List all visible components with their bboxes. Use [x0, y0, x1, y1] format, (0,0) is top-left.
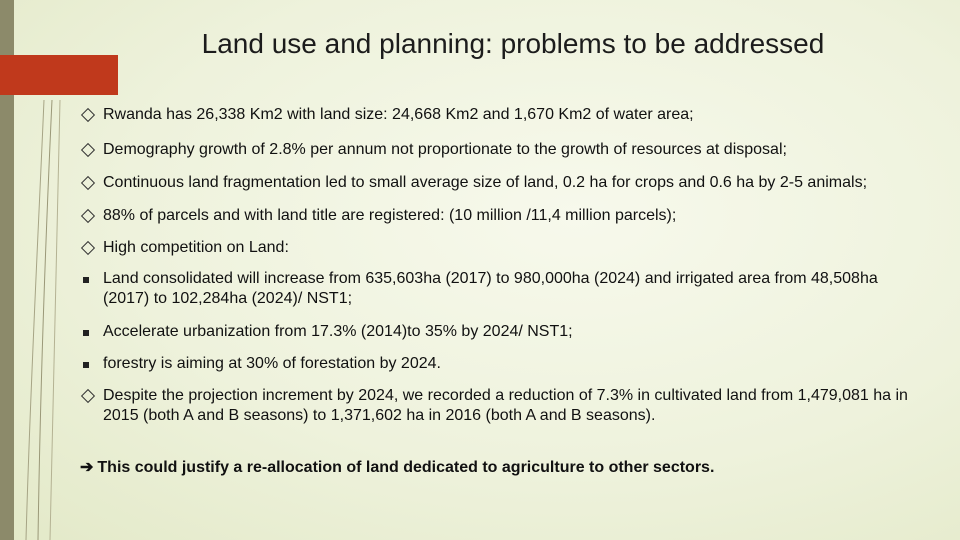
bullet-item: Demography growth of 2.8% per annum not … [80, 140, 910, 160]
bullet-list: Rwanda has 26,338 Km2 with land size: 24… [80, 105, 910, 426]
bullet-text: forestry is aiming at 30% of forestation… [103, 355, 441, 372]
bullet-item: Accelerate urbanization from 17.3% (2014… [80, 322, 910, 342]
arrow-right-icon: ➔ [80, 459, 94, 476]
conclusion-text: This could justify a re-allocation of la… [97, 459, 715, 476]
bullet-item: Land consolidated will increase from 635… [80, 269, 910, 309]
square-icon [80, 269, 98, 289]
diamond-icon [80, 140, 98, 161]
bullet-item: forestry is aiming at 30% of forestation… [80, 354, 910, 374]
slide-title: Land use and planning: problems to be ad… [201, 28, 825, 59]
bullet-text: Accelerate urbanization from 17.3% (2014… [103, 323, 573, 340]
square-icon [80, 354, 98, 374]
bullet-text: Continuous land fragmentation led to sma… [103, 174, 868, 191]
bullet-text: Demography growth of 2.8% per annum not … [103, 141, 787, 158]
conclusion-line: ➔ This could justify a re-allocation of l… [80, 458, 920, 478]
diamond-icon [80, 386, 98, 407]
diamond-icon [80, 105, 98, 126]
diamond-icon [80, 206, 98, 227]
bullet-text: 88% of parcels and with land title are r… [103, 207, 677, 224]
bullet-item: 88% of parcels and with land title are r… [80, 206, 910, 226]
square-icon [80, 322, 98, 342]
diamond-icon [80, 238, 98, 259]
diamond-icon [80, 173, 98, 194]
bullet-item: Rwanda has 26,338 Km2 with land size: 24… [80, 105, 910, 125]
left-decorative-band [0, 0, 14, 540]
bullet-text: Rwanda has 26,338 Km2 with land size: 24… [103, 106, 694, 123]
bullet-text: High competition on Land: [103, 239, 289, 256]
accent-bar [0, 55, 118, 95]
bullet-text: Despite the projection increment by 2024… [103, 387, 908, 424]
bullet-item: Continuous land fragmentation led to sma… [80, 173, 910, 193]
bullet-item: Despite the projection increment by 2024… [80, 386, 910, 426]
decorative-lines [25, 99, 61, 540]
bullet-item: High competition on Land: [80, 238, 910, 258]
bullet-text: Land consolidated will increase from 635… [103, 270, 878, 307]
